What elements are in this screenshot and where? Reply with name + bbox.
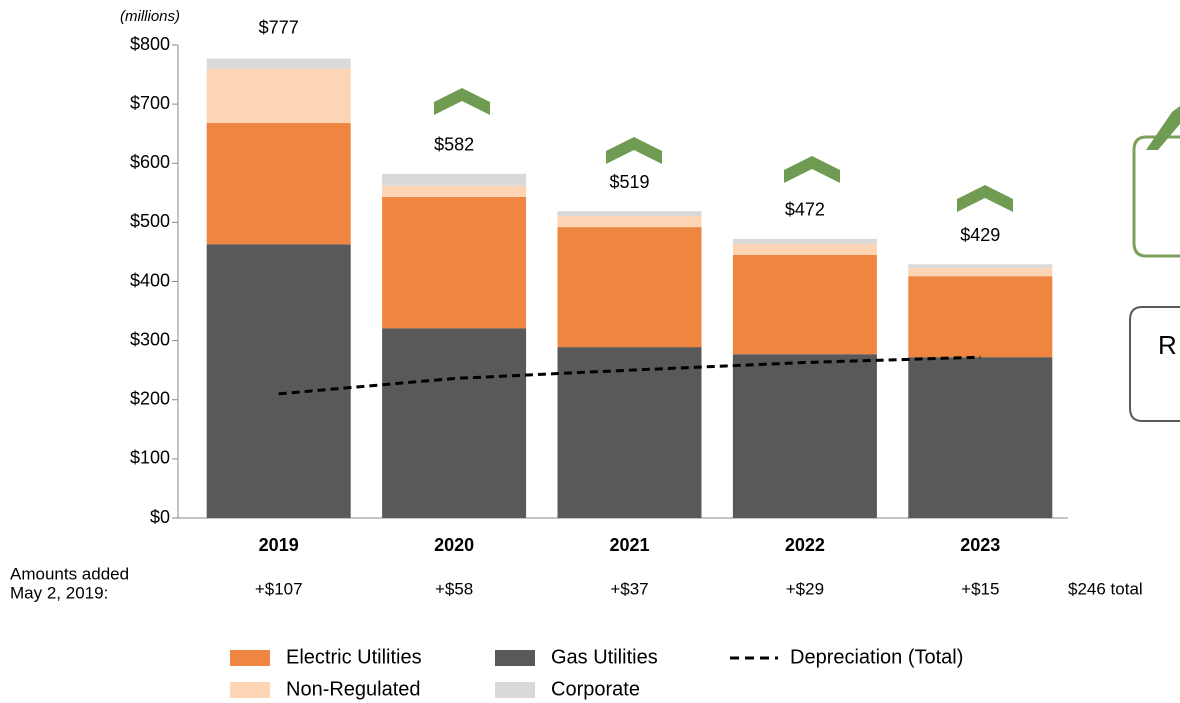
- legend-label: Non-Regulated: [286, 678, 421, 700]
- bar-segment: [206, 58, 351, 69]
- x-tick-label: 2022: [785, 535, 825, 555]
- legend-swatch: [230, 650, 270, 666]
- bar-segment: [206, 244, 351, 518]
- y-tick-label: $200: [130, 389, 170, 409]
- y-tick-label: $700: [130, 93, 170, 113]
- bar-segment: [382, 185, 527, 197]
- legend-label: Corporate: [551, 678, 640, 700]
- bar-segment: [732, 254, 877, 355]
- added-value: +$15: [961, 579, 999, 598]
- x-tick-label: 2021: [609, 535, 649, 555]
- x-tick-label: 2020: [434, 535, 474, 555]
- bar-segment: [557, 347, 702, 518]
- bar-segment: [382, 196, 527, 329]
- y-tick-label: $400: [130, 270, 170, 290]
- y-tick-label: $0: [150, 507, 170, 527]
- total-label: $777: [259, 17, 299, 37]
- legend-swatch: [495, 682, 535, 698]
- bar-segment: [557, 211, 702, 216]
- total-label: $519: [609, 172, 649, 192]
- side-box: [1132, 135, 1180, 258]
- added-row-label: Amounts added: [10, 564, 129, 583]
- bar-segment: [732, 354, 877, 518]
- bar-segment: [206, 68, 351, 124]
- total-label: $472: [785, 200, 825, 220]
- bar-segment: [557, 227, 702, 348]
- line: [278, 355, 981, 396]
- x-tick-label: 2023: [960, 535, 1000, 555]
- legend-label: Depreciation (Total): [790, 646, 963, 668]
- bar-segment: [732, 238, 877, 244]
- y-tick-label: $300: [130, 329, 170, 349]
- bar-segment: [382, 328, 527, 518]
- added-total: $246 total: [1068, 579, 1143, 598]
- legend-label: Electric Utilities: [286, 646, 422, 668]
- side-box: [1129, 306, 1180, 422]
- x-tick-label: 2019: [259, 535, 299, 555]
- bar-segment: [557, 215, 702, 228]
- added-value: +$58: [435, 579, 473, 598]
- added-row-label: May 2, 2019:: [10, 583, 108, 602]
- legend-swatch: [230, 682, 270, 698]
- bar-segment: [908, 276, 1053, 358]
- y-tick-label: $600: [130, 152, 170, 172]
- bar-segment: [908, 264, 1053, 268]
- total-label: $582: [434, 135, 474, 155]
- added-value: +$29: [786, 579, 824, 598]
- chevrons: [434, 88, 1013, 212]
- y-tick-label: $800: [130, 34, 170, 54]
- legend-swatch: [495, 650, 535, 666]
- y-tick-label: $500: [130, 211, 170, 231]
- added-value: +$37: [610, 579, 648, 598]
- total-label: $429: [960, 225, 1000, 245]
- unit-label: (millions): [120, 8, 180, 25]
- bar-segment: [908, 267, 1053, 277]
- bar-segment: [382, 173, 527, 186]
- bar-segment: [206, 123, 351, 245]
- bar-segment: [908, 357, 1053, 518]
- legend-label: Gas Utilities: [551, 646, 658, 668]
- y-tick-label: $100: [130, 448, 170, 468]
- added-value: +$107: [255, 579, 303, 598]
- bar-segment: [732, 243, 877, 255]
- side-box-text: R: [1158, 330, 1177, 360]
- side-chevron: [1146, 106, 1180, 150]
